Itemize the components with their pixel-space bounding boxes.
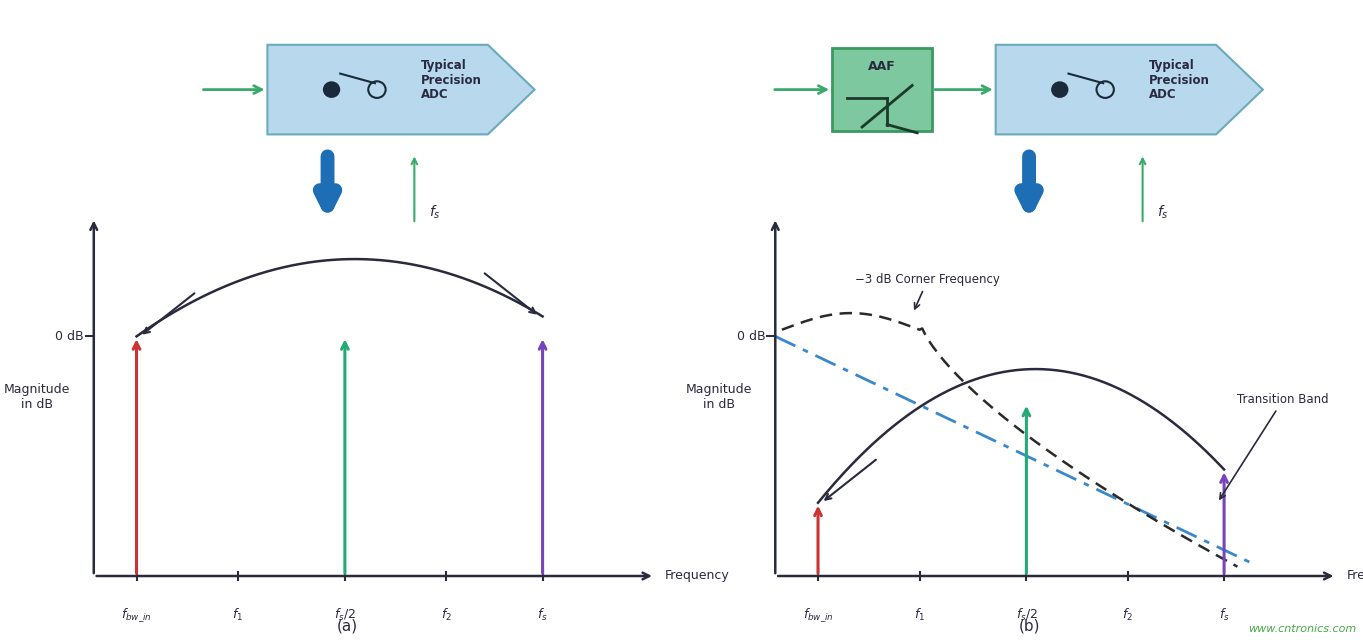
Text: (b): (b) xyxy=(1018,619,1040,634)
Text: 0 dB: 0 dB xyxy=(736,330,765,343)
Text: $f_1$: $f_1$ xyxy=(915,607,925,623)
Text: AAF: AAF xyxy=(868,60,895,73)
Text: (a): (a) xyxy=(337,619,358,634)
Text: Frequency: Frequency xyxy=(1347,570,1363,582)
Circle shape xyxy=(1051,81,1069,98)
Text: $f_s$: $f_s$ xyxy=(429,204,440,221)
Text: $f_s$: $f_s$ xyxy=(1157,204,1169,221)
Text: −3 dB Corner Frequency: −3 dB Corner Frequency xyxy=(856,273,1000,309)
Text: Frequency: Frequency xyxy=(665,570,729,582)
Text: $f_s/2$: $f_s/2$ xyxy=(334,607,356,623)
Text: $f_{bw\_in}$: $f_{bw\_in}$ xyxy=(803,607,833,625)
Text: $f_s/2$: $f_s/2$ xyxy=(1015,607,1037,623)
Text: Magnitude
in dB: Magnitude in dB xyxy=(686,383,751,411)
Polygon shape xyxy=(995,45,1264,134)
Text: $f_{bw\_in}$: $f_{bw\_in}$ xyxy=(121,607,151,625)
Text: Typical
Precision
ADC: Typical Precision ADC xyxy=(421,58,483,102)
Circle shape xyxy=(323,81,341,98)
Text: Transition Band: Transition Band xyxy=(1220,393,1329,499)
Text: $f_s$: $f_s$ xyxy=(1219,607,1229,623)
Text: $f_2$: $f_2$ xyxy=(440,607,453,623)
Text: Magnitude
in dB: Magnitude in dB xyxy=(4,383,70,411)
FancyBboxPatch shape xyxy=(831,48,932,131)
Polygon shape xyxy=(267,45,534,134)
Text: $f_1$: $f_1$ xyxy=(233,607,244,623)
Text: www.cntronics.com: www.cntronics.com xyxy=(1249,623,1356,634)
Text: $f_s$: $f_s$ xyxy=(537,607,548,623)
Text: Typical
Precision
ADC: Typical Precision ADC xyxy=(1149,58,1210,102)
Text: $f_2$: $f_2$ xyxy=(1122,607,1134,623)
Text: 0 dB: 0 dB xyxy=(55,330,83,343)
